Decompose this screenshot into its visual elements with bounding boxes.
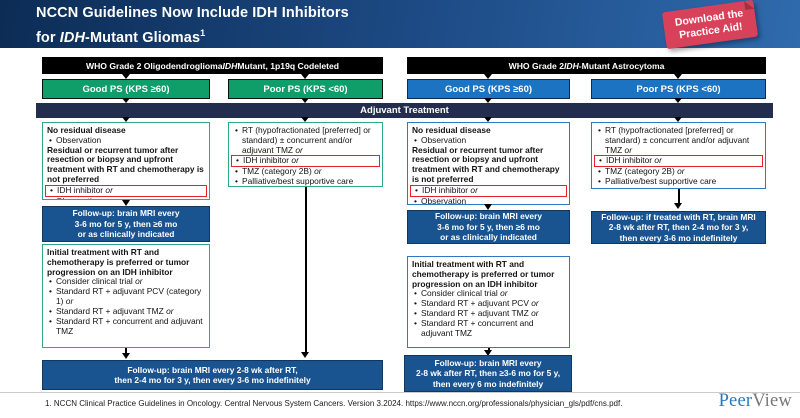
box-line: • Standard RT + concurrent and adjuvant T… [49, 315, 203, 336]
box-astro-good-initial: Initial treatment with RT and chemothera… [407, 256, 570, 348]
box-line: • Consider clinical trial or [414, 288, 508, 299]
box-oligo-good-treatment: No residual disease • Observation Residual … [42, 122, 210, 200]
box-astro-poor-treatment: • RT (hypofractionated [preferred] or sta… [591, 122, 766, 189]
followup-line: Follow-up: brain MRI every 2-8 wk after … [127, 364, 298, 375]
box-line: • RT (hypofractionated [preferred] or sta… [235, 125, 371, 155]
logo-view: View [752, 391, 792, 411]
flow-connector [678, 189, 680, 204]
box-line: •Observation [49, 134, 102, 145]
arrow-down-icon [301, 352, 309, 358]
flow-connector [488, 348, 490, 351]
box-line: • Palliative/best supportive care [598, 176, 717, 187]
box-line: •Observation [47, 196, 205, 199]
arrow-down-icon [484, 350, 492, 356]
box-line: • TMZ (category 2B) or [235, 166, 322, 177]
idh-inhibitor-highlight: • IDH inhibitor or [594, 155, 763, 168]
flow-connector [125, 348, 127, 354]
box-astro-good-followup: Follow-up: brain MRI every 3-6 mo for 5 y… [407, 210, 570, 244]
followup-line: Follow-up: brain MRI every [72, 208, 180, 219]
box-line: • Standard RT + adjuvant PCV (category 1)… [49, 286, 202, 307]
arrow-down-icon [674, 117, 682, 122]
group-header-oligodendroglioma: WHO Grade 2 Oligodendroglioma IDH Mutant… [42, 57, 383, 74]
peerview-logo: PeerView [719, 391, 792, 412]
arrow-down-icon [122, 98, 130, 103]
followup-line: or as clinically indicated [440, 232, 537, 243]
idh-inhibitor-highlight: • IDH inhibitor or [231, 155, 380, 168]
arrow-down-icon [122, 117, 130, 122]
arrow-down-icon [484, 117, 492, 122]
followup-line: Follow-up: brain MRI every [434, 357, 542, 368]
box-line: No residual disease [47, 125, 126, 135]
arrow-down-icon [122, 74, 130, 79]
idh-inhibitor-highlight: • IDH inhibitor or [45, 184, 207, 197]
followup-line: or as clinically indicated [77, 229, 175, 240]
subheader-oligo-poor-ps: Poor PS (KPS <60) [228, 79, 383, 99]
idh-inhibitor-highlight: • IDH inhibitor or [410, 184, 567, 197]
followup-line: 2-8 wk after RT, then 2-4 mo for 3 y, [608, 222, 749, 233]
box-oligo-poor-treatment: • RT (hypofractionated [preferred] or sta… [228, 122, 383, 187]
arrow-down-icon [484, 204, 492, 210]
slide-header: NCCN Guidelines Now Include IDH Inhibito… [0, 0, 800, 50]
arrow-down-icon [674, 98, 682, 103]
arrow-down-icon [674, 203, 682, 209]
footer-divider [0, 392, 800, 393]
box-line: • Standard RT + adjuvant TMZ or [414, 308, 539, 319]
download-practice-aid-badge[interactable]: Download the Practice Aid! [661, 0, 759, 50]
box-line: • RT (hypofractionated [preferred] or sta… [598, 125, 750, 155]
box-astro-poor-followup: Follow-up: if treated with RT, brain MRI… [591, 211, 766, 244]
followup-line: 2-8 wk after RT, then ≥3-6 mo for 5 y, [415, 368, 561, 379]
arrow-down-icon [484, 74, 492, 79]
footer-citation: 1. NCCN Clinical Practice Guidelines in … [45, 399, 623, 408]
box-line: Initial treatment with RT and chemothera… [47, 247, 190, 277]
box-line: Residual or recurrent tumor after resect… [47, 144, 204, 185]
box-oligo-good-initial: Initial treatment with RT and chemothera… [42, 244, 210, 348]
subheader-astro-poor-ps: Poor PS (KPS <60) [591, 79, 766, 99]
followup-line: Follow-up: brain MRI every [434, 211, 543, 222]
box-line: • Standard RT + adjuvant TMZ or [49, 305, 174, 316]
followup-line: Follow-up: if treated with RT, brain MRI [601, 211, 756, 222]
title-line-2: for IDH-Mutant Gliomas1 [36, 28, 206, 46]
arrow-down-icon [484, 98, 492, 103]
box-line: No residual disease [412, 125, 491, 135]
arrow-down-icon [122, 353, 130, 359]
arrow-down-icon [301, 98, 309, 103]
followup-line: 3-6 mo for 5 y, then ≥6 mo [437, 221, 540, 232]
box-line: •Observation [414, 134, 467, 145]
group-header-astrocytoma: WHO Grade 2 IDH -Mutant Astrocytoma [407, 57, 766, 74]
adjuvant-treatment-banner: Adjuvant Treatment [36, 103, 773, 118]
box-line: Residual or recurrent tumor after resect… [412, 144, 560, 185]
arrow-down-icon [122, 200, 130, 206]
box-oligo-bottom-followup: Follow-up: brain MRI every 2-8 wk after … [42, 360, 383, 390]
box-astro-good-followup2: Follow-up: brain MRI every 2-8 wk after R… [404, 355, 572, 392]
box-oligo-good-followup: Follow-up: brain MRI every 3-6 mo for 5 y… [42, 206, 210, 242]
logo-peer: Peer [718, 391, 753, 411]
page-title: NCCN Guidelines Now Include IDH Inhibito… [36, 3, 349, 48]
followup-line: then 2-4 mo for 3 y, then every 3-6 mo i… [114, 375, 311, 385]
box-line: • Standard RT + adjuvant PCV or [414, 298, 539, 309]
box-line: • Palliative/best supportive care [235, 176, 354, 187]
followup-line: 3-6 mo for 5 y, then ≥6 mo [74, 218, 178, 229]
followup-line: then every 3-6 mo indefinitely [619, 232, 738, 243]
box-line: • Consider clinical trial or [49, 276, 143, 287]
arrow-down-icon [301, 117, 309, 122]
followup-line: then every 6 mo indefinitely [432, 378, 544, 389]
box-line: • TMZ (category 2B) or [598, 166, 685, 177]
badge-fold-icon [744, 0, 755, 10]
subheader-oligo-good-ps: Good PS (KPS ≥60) [42, 79, 210, 99]
flow-connector [305, 187, 307, 353]
title-line-1: NCCN Guidelines Now Include IDH Inhibito… [36, 5, 349, 21]
box-line: • Standard RT + concurrent and adjuvant T… [414, 317, 534, 338]
box-line: Initial treatment with RT and chemothera… [412, 259, 555, 289]
arrow-down-icon [301, 74, 309, 79]
subheader-astro-good-ps: Good PS (KPS ≥60) [407, 79, 570, 99]
box-astro-good-treatment: No residual disease • Observation Residual … [407, 122, 570, 205]
arrow-down-icon [674, 74, 682, 79]
box-line: •Observation [414, 195, 467, 205]
